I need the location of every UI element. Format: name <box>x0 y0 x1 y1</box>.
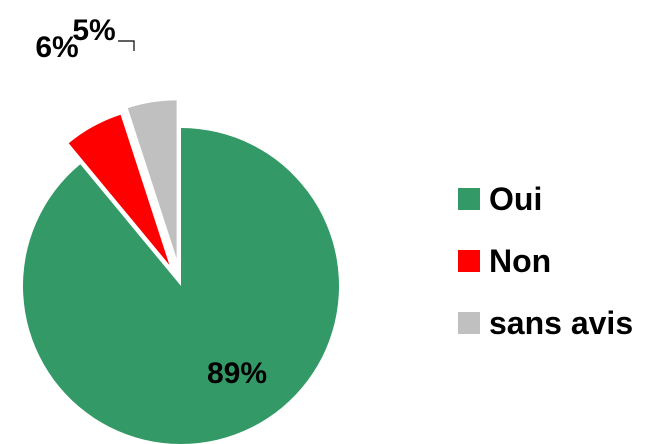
legend-item-sans-avis: sans avis <box>458 292 633 354</box>
legend-item-oui: Oui <box>458 168 633 230</box>
pie-slice-sans-avis <box>127 100 177 259</box>
data-label-non: 6% <box>35 31 78 64</box>
legend-label-oui: Oui <box>489 180 543 217</box>
data-label-oui: 89% <box>207 357 267 390</box>
pie-slices <box>23 100 339 444</box>
pie-slice-non <box>68 114 170 265</box>
chart-legend: Oui Non sans avis <box>458 168 633 354</box>
legend-swatch-non <box>458 250 480 272</box>
legend-swatch-sans-avis <box>458 312 480 334</box>
leader-line-sans-avis <box>118 40 135 51</box>
pie-slice-oui <box>23 128 339 444</box>
data-label-sans-avis: 5% <box>72 14 115 47</box>
legend-item-non: Non <box>458 230 633 292</box>
legend-label-sans-avis: sans avis <box>489 304 634 341</box>
legend-label-non: Non <box>489 242 552 279</box>
legend-swatch-oui <box>458 188 480 210</box>
